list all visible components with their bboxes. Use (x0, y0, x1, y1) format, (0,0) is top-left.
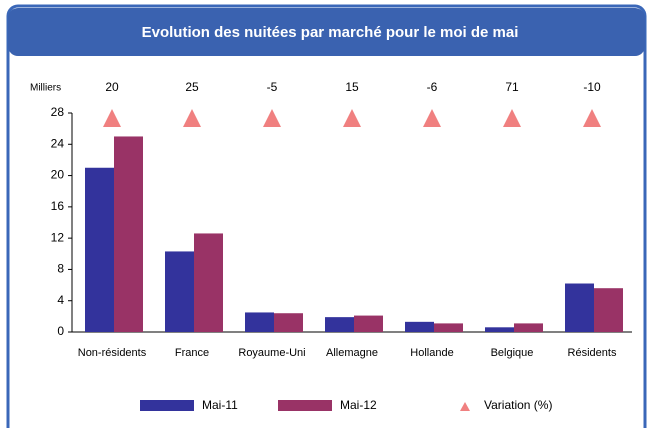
bar (325, 317, 354, 332)
y-tick-label: 28 (51, 105, 65, 119)
chart-title: Evolution des nuitées par marché pour le… (142, 24, 519, 41)
y-tick-label: 0 (57, 324, 64, 338)
title-bar (8, 8, 645, 56)
frame (6, 4, 647, 428)
variation-marker (503, 109, 521, 127)
y-tick-label: 12 (51, 230, 65, 244)
legend-label: Mai-11 (202, 398, 238, 412)
bar (165, 251, 194, 332)
y-tick-label: 8 (57, 262, 64, 276)
variation-marker (103, 109, 121, 127)
bar (434, 323, 463, 332)
y-tick-label: 4 (57, 293, 64, 307)
x-tick-label: Résidents (567, 347, 617, 359)
bar (245, 312, 274, 332)
bar (485, 327, 514, 332)
x-tick-label: France (174, 347, 210, 359)
y-unit-label: Milliers (30, 83, 61, 94)
bar (194, 233, 223, 332)
bar (594, 288, 623, 332)
legend-label: Variation (%) (484, 398, 552, 412)
y-tick-label: 20 (51, 168, 65, 182)
x-tick-label: Royaume-Uni (238, 347, 306, 359)
variation-marker (183, 109, 201, 127)
variation-marker (343, 109, 361, 127)
x-tick-label: Hollande (410, 347, 454, 359)
legend-swatch (140, 400, 194, 411)
data-label: 71 (505, 80, 519, 94)
data-label: 20 (105, 80, 119, 94)
y-tick-label: 24 (51, 136, 65, 150)
variation-marker (263, 109, 281, 127)
bar (114, 136, 143, 332)
data-label: 25 (185, 80, 199, 94)
bar (514, 323, 543, 332)
variation-marker (583, 109, 601, 127)
data-label: -10 (583, 80, 601, 94)
bar (85, 167, 114, 332)
bar (565, 283, 594, 332)
legend-swatch (278, 400, 332, 411)
data-label: -5 (267, 80, 278, 94)
legend-label: Mai-12 (340, 398, 377, 412)
x-tick-label: Allemagne (326, 347, 378, 359)
x-tick-label: Belgique (490, 347, 534, 359)
bar (405, 321, 434, 332)
bar (274, 313, 303, 332)
data-label: 15 (345, 80, 359, 94)
variation-marker (423, 109, 441, 127)
bar (354, 315, 383, 332)
data-label: -6 (427, 80, 438, 94)
y-tick-label: 16 (51, 199, 65, 213)
legend-swatch (460, 402, 470, 411)
x-tick-label: Non-résidents (77, 347, 147, 359)
